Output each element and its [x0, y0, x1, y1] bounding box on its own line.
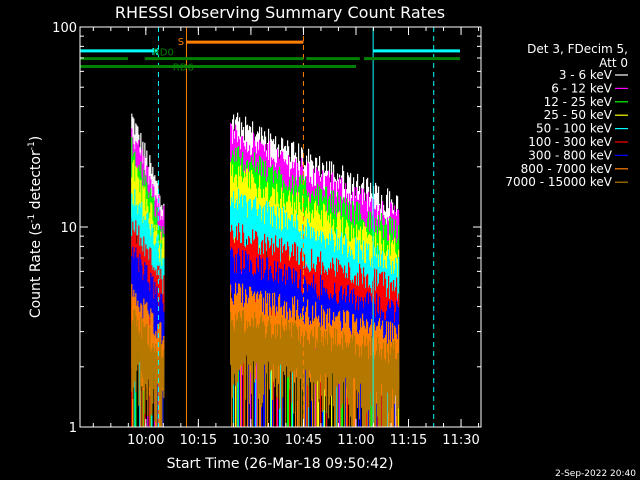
series-7000to15000keV-interval-1	[229, 310, 400, 427]
legend-header-line1: Det 3, FDecim 5,	[527, 42, 628, 56]
y-axis-label: Count Rate (s-1 detector-1)	[27, 136, 44, 318]
legend-label: 100 - 300 keV	[528, 135, 612, 149]
legend-label: 3 - 6 keV	[559, 68, 613, 82]
state-label-rd0: RD0	[153, 48, 174, 59]
x-tick-label: 10:30	[232, 433, 269, 448]
chart-title: RHESSI Observing Summary Count Rates	[115, 3, 445, 22]
x-tick-label: 10:45	[285, 433, 322, 448]
x-tick-label: 11:00	[337, 433, 374, 448]
x-tick-label: 11:30	[442, 433, 479, 448]
legend-label: 6 - 12 keV	[551, 81, 613, 95]
state-label-rd6: RD6	[173, 62, 194, 73]
state-label-n: N	[151, 47, 158, 58]
footer-date: 2-Sep-2022 20:40	[555, 469, 636, 479]
series-7000to15000keV-interval-0	[131, 309, 165, 427]
y-tick-label: 100	[52, 21, 77, 36]
legend-label: 25 - 50 keV	[544, 108, 613, 122]
axis-layer: 10:00 10:15 10:30 10:45 11:00 11:15 11:30 1 10 10…	[52, 21, 481, 448]
legend-label: 300 - 800 keV	[528, 148, 612, 162]
legend-label: 800 - 7000 keV	[521, 162, 613, 176]
x-tick-label: 11:15	[390, 433, 427, 448]
x-tick-label: 10:15	[180, 433, 217, 448]
y-tick-label: 10	[60, 221, 77, 236]
y-tick-label: 1	[69, 421, 77, 436]
legend-label: 7000 - 15000 keV	[505, 175, 612, 189]
x-tick-label: 10:00	[127, 433, 164, 448]
legend-label: 50 - 100 keV	[536, 122, 613, 136]
legend-header-line2: Att 0	[599, 56, 628, 70]
state-label-s: S	[178, 37, 184, 48]
legend-label: 12 - 25 keV	[544, 95, 613, 109]
x-axis-label: Start Time (26-Mar-18 09:50:42)	[167, 456, 394, 472]
